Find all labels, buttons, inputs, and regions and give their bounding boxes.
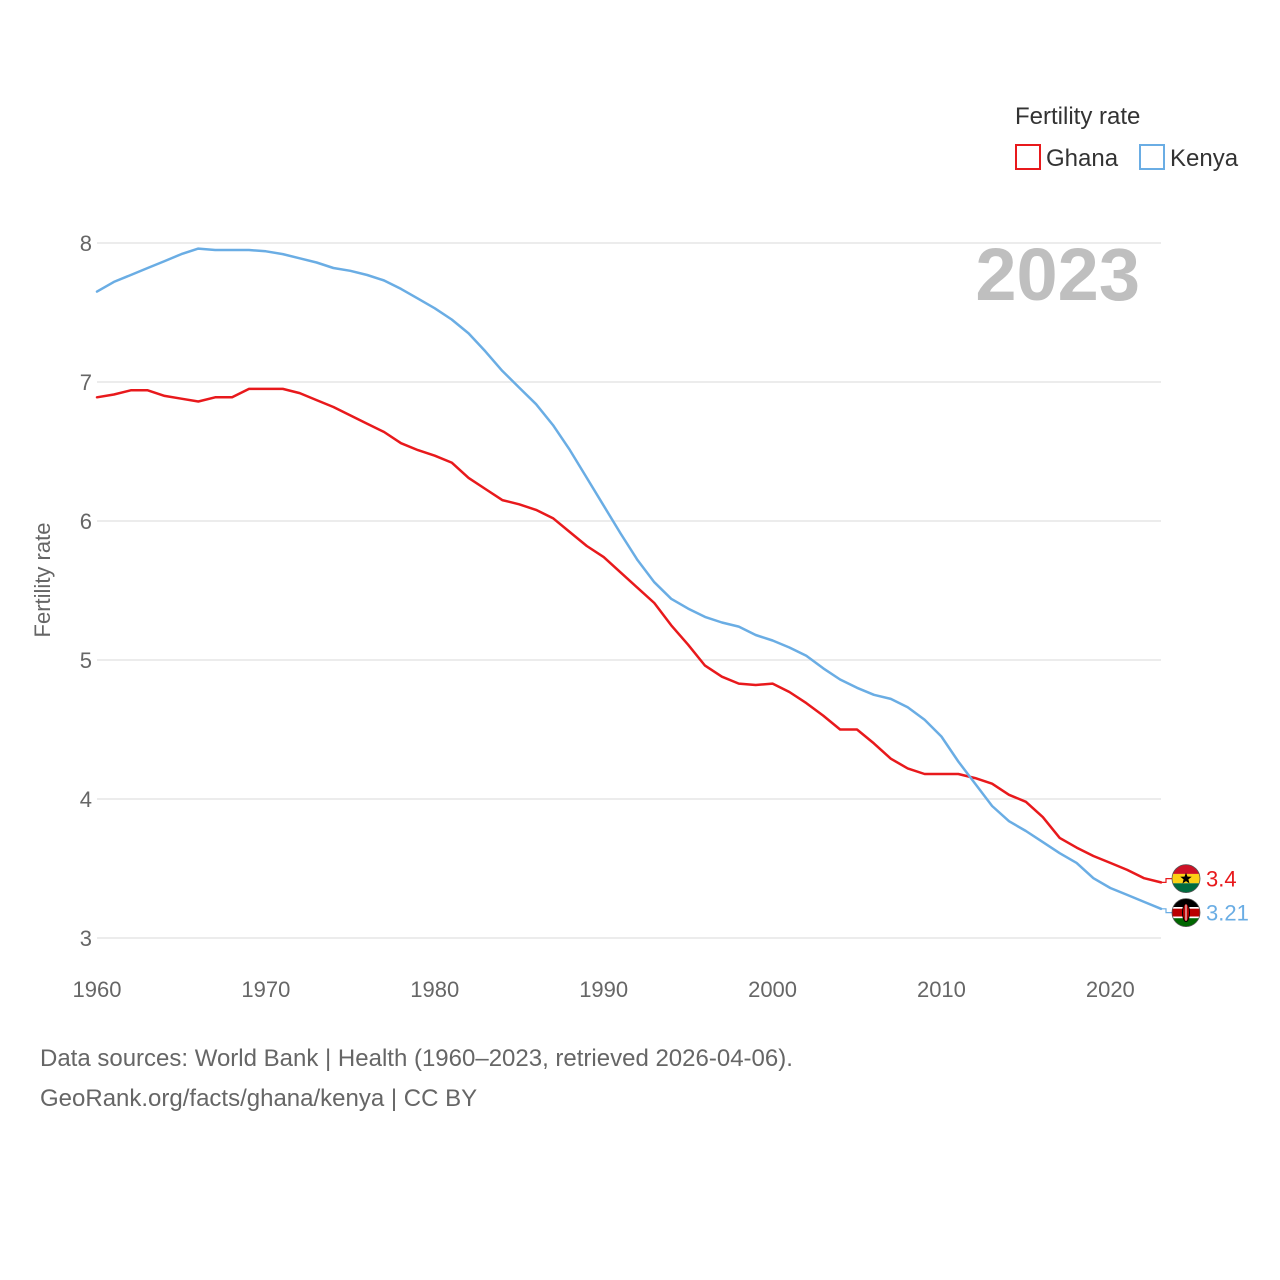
series-endpoints: 3.4 3.21 [1161, 864, 1249, 928]
data-source-note: Data sources: World Bank | Health (1960–… [40, 1045, 793, 1072]
legend: Fertility rate Ghana Kenya [1015, 103, 1239, 172]
series-line-kenya[interactable] [95, 247, 1163, 911]
legend-item-kenya[interactable]: Kenya [1139, 144, 1239, 172]
legend-swatch-ghana [1015, 144, 1041, 170]
x-tick-label: 1990 [579, 977, 628, 1002]
y-tick-label: 6 [80, 509, 92, 534]
legend-item-ghana[interactable]: Ghana [1015, 144, 1119, 172]
end-value-label: 3.4 [1206, 867, 1237, 892]
ghana-flag-icon [1172, 864, 1200, 893]
y-tick-label: 4 [80, 787, 92, 812]
credit-line[interactable]: GeoRank.org/facts/ghana/kenya | CC BY [40, 1085, 478, 1112]
end-value-label: 3.21 [1206, 901, 1249, 926]
legend-swatch-kenya [1139, 144, 1165, 170]
endpoint-connector [1161, 878, 1172, 884]
flag-outline [1171, 864, 1201, 894]
legend-title: Fertility rate [1015, 103, 1140, 130]
x-tick-label: 2020 [1086, 977, 1135, 1002]
endpoint-kenya: 3.21 [1161, 898, 1249, 928]
y-tick-label: 5 [80, 648, 92, 673]
x-tick-label: 2010 [917, 977, 966, 1002]
endpoint-connector [1161, 908, 1172, 914]
series-lines [95, 247, 1163, 911]
kenya-flag-icon [1172, 898, 1200, 927]
series-line-ghana[interactable] [95, 387, 1163, 884]
flag-outline [1171, 898, 1201, 928]
year-display: 2023 [975, 233, 1140, 316]
y-axis-title: Fertility rate [30, 523, 55, 638]
x-tick-label: 1980 [410, 977, 459, 1002]
y-axis-ticks: 3 4 5 6 7 8 [80, 231, 92, 951]
legend-label-kenya: Kenya [1170, 145, 1239, 172]
y-tick-label: 7 [80, 370, 92, 395]
x-tick-label: 1970 [241, 977, 290, 1002]
x-tick-label: 1960 [73, 977, 122, 1002]
gridlines [97, 242, 1161, 939]
y-tick-label: 8 [80, 231, 92, 256]
endpoint-ghana: 3.4 [1161, 864, 1237, 894]
legend-label-ghana: Ghana [1046, 145, 1119, 172]
y-tick-label: 3 [80, 926, 92, 951]
x-tick-label: 2000 [748, 977, 797, 1002]
x-axis-ticks: 1960 1970 1980 1990 2000 2010 2020 [73, 977, 1135, 1002]
